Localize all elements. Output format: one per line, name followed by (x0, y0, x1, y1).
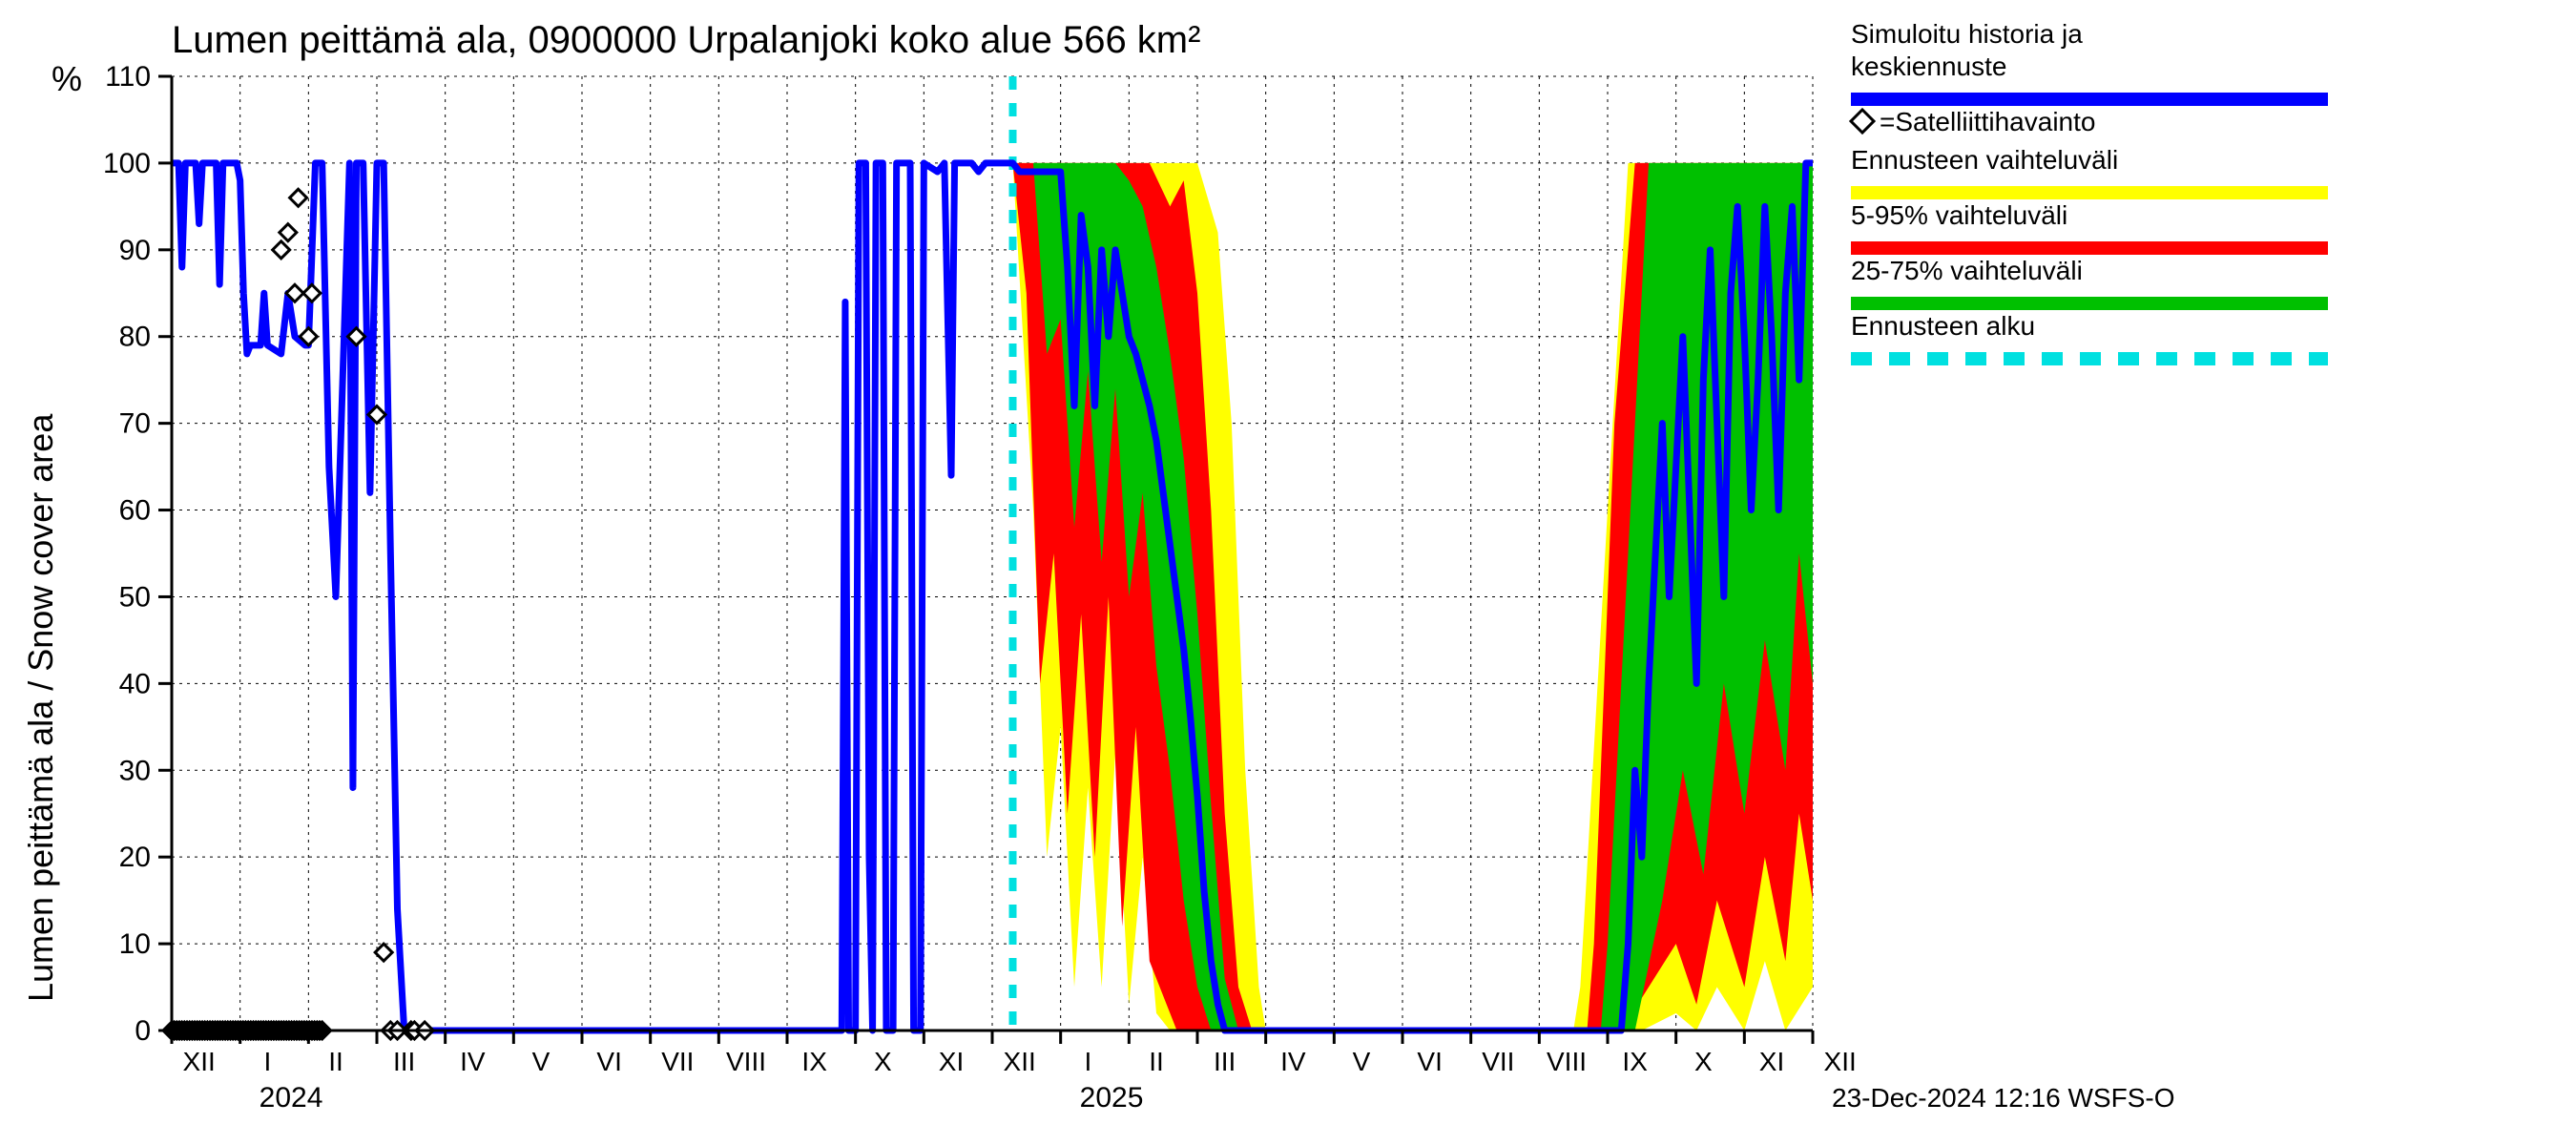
x-month-label: X (874, 1047, 892, 1076)
legend-label: Ennusteen vaihteluväli (1851, 145, 2118, 175)
x-month-label: I (1084, 1047, 1091, 1076)
x-month-label: VII (661, 1047, 694, 1076)
y-tick-label: 30 (119, 755, 151, 786)
x-year-label: 2025 (1080, 1082, 1144, 1114)
y-tick-label: 50 (119, 581, 151, 613)
y-tick-label: 70 (119, 408, 151, 440)
legend-swatch (1851, 93, 2328, 106)
y-tick-label: 110 (105, 61, 151, 93)
x-month-label: III (393, 1047, 415, 1076)
chart-svg: Lumen peittämä ala, 0900000 Urpalanjoki … (0, 0, 2576, 1145)
x-month-label: XI (939, 1047, 964, 1076)
legend-label: keskiennuste (1851, 52, 2006, 81)
x-month-label: II (328, 1047, 343, 1076)
legend: Simuloitu historia ja keskiennuste =Satell… (1851, 19, 2328, 359)
x-month-label: VII (1482, 1047, 1514, 1076)
y-tick-label: 10 (119, 928, 151, 960)
x-year-label: 2024 (260, 1082, 323, 1114)
x-month-label: VIII (1547, 1047, 1587, 1076)
x-month-label: V (532, 1047, 551, 1076)
chart-title: Lumen peittämä ala, 0900000 Urpalanjoki … (172, 19, 1200, 61)
footer-timestamp: 23-Dec-2024 12:16 WSFS-O (1832, 1083, 2175, 1113)
x-month-label: X (1694, 1047, 1713, 1076)
legend-swatch (1851, 186, 2328, 199)
x-month-label: II (1149, 1047, 1164, 1076)
x-month-label: VIII (726, 1047, 766, 1076)
legend-swatch (1851, 241, 2328, 255)
x-month-label: XII (1824, 1047, 1857, 1076)
y-tick-label: 60 (119, 495, 151, 527)
x-month-label: XII (183, 1047, 216, 1076)
month-labels: XIIIIIIIIIVVVIVIIVIIIIXXXIXIIIIIIIIIVVVI… (183, 1047, 1857, 1076)
legend-swatch (1851, 297, 2328, 310)
y-unit: % (52, 59, 82, 98)
x-month-label: XI (1759, 1047, 1784, 1076)
legend-marker-icon (1851, 110, 1874, 133)
legend-label: Ennusteen alku (1851, 311, 2035, 341)
y-tick-label: 90 (119, 235, 151, 266)
x-month-label: III (1214, 1047, 1236, 1076)
y-tick-label: 100 (103, 148, 151, 179)
x-month-label: VI (596, 1047, 621, 1076)
legend-label: 5-95% vaihteluväli (1851, 200, 2067, 230)
x-month-label: IV (460, 1047, 486, 1076)
legend-label: =Satelliittihavainto (1880, 107, 2095, 136)
x-month-label: IV (1280, 1047, 1306, 1076)
legend-label: Simuloitu historia ja (1851, 19, 2083, 49)
y-tick-label: 20 (119, 842, 151, 873)
x-month-label: VI (1417, 1047, 1442, 1076)
y-tick-label: 0 (135, 1015, 151, 1047)
x-month-label: IX (801, 1047, 827, 1076)
y-tick-label: 80 (119, 322, 151, 353)
x-month-label: V (1353, 1047, 1371, 1076)
x-month-label: IX (1622, 1047, 1648, 1076)
chart-container: Lumen peittämä ala, 0900000 Urpalanjoki … (0, 0, 2576, 1145)
y-axis-label: Lumen peittämä ala / Snow cover area (21, 413, 60, 1002)
x-month-label: I (263, 1047, 271, 1076)
grid (172, 76, 1813, 1030)
x-month-label: XII (1004, 1047, 1036, 1076)
legend-label: 25-75% vaihteluväli (1851, 256, 2083, 285)
y-tick-label: 40 (119, 668, 151, 699)
